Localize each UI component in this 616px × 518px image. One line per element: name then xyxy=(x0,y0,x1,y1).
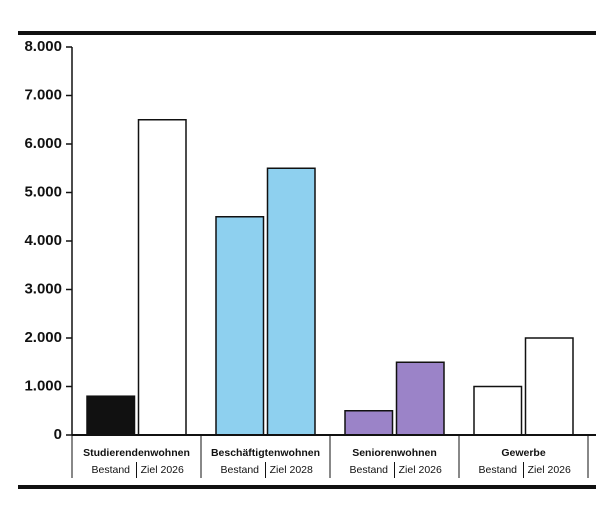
bar xyxy=(395,361,445,436)
y-tick-label: 7.000 xyxy=(24,86,62,103)
bar-label: Bestand xyxy=(349,464,388,476)
bar-label: Bestand xyxy=(91,464,130,476)
bar-label: Bestand xyxy=(220,464,259,476)
bar-label: Bestand xyxy=(478,464,517,476)
y-tick-label: 2.000 xyxy=(24,329,62,346)
group-label: Gewerbe xyxy=(501,447,546,459)
bar xyxy=(86,395,136,436)
bar xyxy=(215,216,265,436)
y-tick-label: 3.000 xyxy=(24,280,62,297)
bar-label: Ziel 2026 xyxy=(141,464,184,476)
bar xyxy=(473,385,523,436)
y-tick-label: 4.000 xyxy=(24,232,62,249)
group-label: Seniorenwohnen xyxy=(352,447,437,459)
y-tick-label: 0 xyxy=(54,426,62,443)
bar-label: Ziel 2026 xyxy=(528,464,571,476)
y-tick-label: 8.000 xyxy=(24,38,62,55)
bar xyxy=(266,167,316,436)
bar-label: Ziel 2028 xyxy=(270,464,313,476)
bar-label: Ziel 2026 xyxy=(399,464,442,476)
bar xyxy=(137,119,187,436)
group-label: Studierendenwohnen xyxy=(83,447,190,459)
y-tick-label: 6.000 xyxy=(24,135,62,152)
group-label: Beschäftigtenwohnen xyxy=(211,447,320,459)
y-tick-label: 5.000 xyxy=(24,183,62,200)
bar xyxy=(344,410,394,436)
bar xyxy=(524,337,574,436)
y-tick-label: 1.000 xyxy=(24,377,62,394)
